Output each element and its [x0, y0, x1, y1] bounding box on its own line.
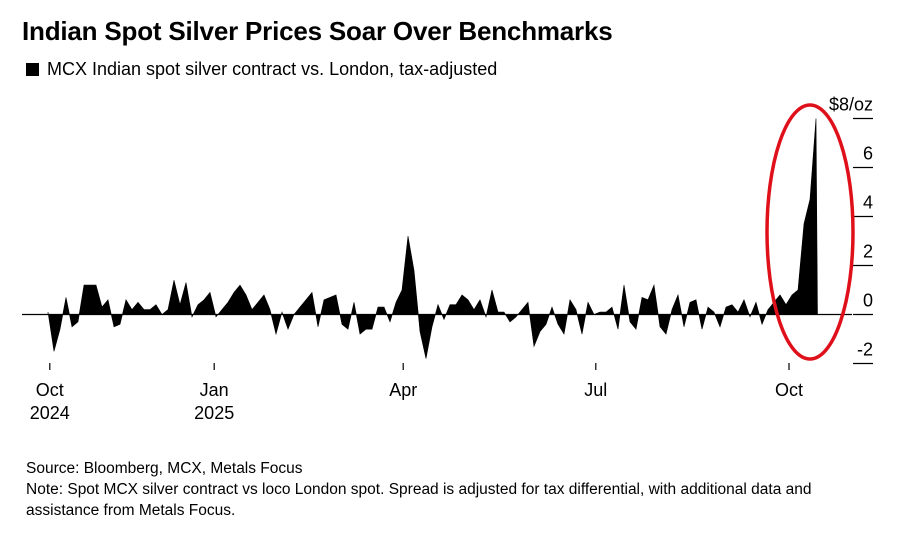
highlight-ellipse: [765, 103, 855, 361]
y-tick-label: $8/oz: [829, 95, 873, 115]
legend: MCX Indian spot silver contract vs. Lond…: [26, 59, 497, 80]
y-tick-label: 2: [863, 242, 873, 262]
source-text: Source: Bloomberg, MCX, Metals Focus: [26, 460, 303, 477]
x-tick-label: Oct: [775, 380, 803, 400]
y-axis: $8/oz 6 4 2 0 -2: [829, 95, 873, 365]
legend-swatch: [26, 63, 39, 76]
x-axis: Oct 2024 Jan 2025 Apr Jul Oct: [30, 363, 803, 423]
x-tick-label: Jul: [584, 380, 607, 400]
y-tick-label: 4: [863, 193, 873, 213]
spread-area: [47, 118, 818, 359]
y-tick-label: 0: [863, 291, 873, 311]
x-tick-label: Apr: [389, 380, 417, 400]
x-tick-label: Jan: [200, 380, 229, 400]
x-tick-year-label: 2025: [194, 403, 234, 423]
chart-title: Indian Spot Silver Prices Soar Over Benc…: [22, 16, 613, 46]
x-tick-label: Oct: [36, 380, 64, 400]
y-tick-label: -2: [857, 340, 873, 360]
x-tick-year-label: 2024: [30, 403, 70, 423]
y-tick-label: 6: [863, 144, 873, 164]
legend-label: MCX Indian spot silver contract vs. Lond…: [47, 59, 498, 79]
note-text: Note: Spot MCX silver contract vs loco L…: [26, 481, 812, 519]
footnote: Source: Bloomberg, MCX, Metals Focus Not…: [26, 458, 866, 521]
